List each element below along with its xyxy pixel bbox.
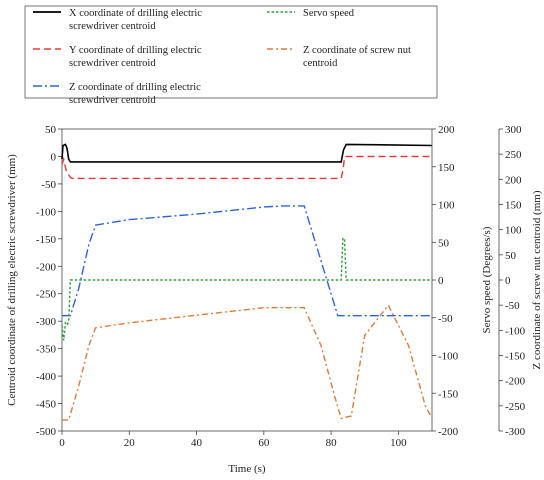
legend-label-2: Y coordinate of drilling electric [69, 45, 202, 56]
axes: 0 20 40 60 80 100 50 0 -50 -100 -150 -200 -250 -300 -3… [36, 124, 526, 449]
x-tick-label: 80 [326, 437, 338, 449]
left-tick-label: -450 [36, 399, 57, 411]
legend-label-4: Servo speed [303, 8, 355, 19]
x-tick-label: 40 [191, 437, 203, 449]
left-tick-label: -350 [36, 344, 57, 356]
nut-tick-label: -300 [505, 426, 526, 438]
nut-tick-label: -100 [505, 325, 526, 337]
nut-tick-label: 300 [505, 124, 522, 136]
servo-tick-label: -100 [438, 351, 459, 363]
nut-tick-label: 250 [505, 149, 522, 161]
left-tick-label: 50 [45, 124, 57, 136]
left-tick-label: -500 [36, 426, 57, 438]
nut-tick-label: -150 [505, 351, 526, 363]
series-line-1 [61, 143, 433, 163]
nut-tick-label: 100 [505, 225, 522, 237]
legend-label-5: Z coordinate of screw nut [303, 45, 411, 56]
legend-label-1: X coordinate of drilling electric [69, 8, 202, 19]
nut-tick-label: 200 [505, 174, 522, 186]
legend-label-2: screwdriver centroid [69, 58, 156, 69]
nut-tick-label: 50 [505, 250, 517, 262]
left-tick-label: -50 [41, 179, 56, 191]
series-line-5 [62, 303, 433, 421]
left-tick-label: -400 [36, 371, 57, 383]
servo-tick-label: 0 [438, 275, 444, 287]
servo-tick-label: 150 [438, 162, 455, 174]
left-axis-label: Centroid coordinate of drilling electric… [6, 154, 18, 406]
legend-label-3: Z coordinate of drilling electric [69, 82, 201, 93]
legend-label-5: centroid [303, 58, 338, 69]
series-line-4 [61, 237, 432, 341]
nut-tick-label: 0 [505, 275, 511, 287]
legend-box [24, 5, 438, 99]
x-tick-label: 20 [124, 437, 136, 449]
left-tick-label: 0 [51, 151, 57, 163]
left-tick-label: -100 [36, 206, 57, 218]
nut-tick-label: 150 [505, 200, 522, 212]
servo-axis-label: Servo speed (Degrees/s) [481, 226, 493, 333]
servo-tick-label: -200 [438, 426, 459, 438]
left-tick-label: -250 [36, 289, 57, 301]
servo-tick-label: 50 [438, 237, 450, 249]
nut-tick-label: -50 [505, 300, 520, 312]
servo-tick-label: 200 [438, 124, 455, 136]
legend: X coordinate of drilling electric screwdr… [33, 8, 411, 106]
series-group [61, 143, 433, 421]
left-tick-label: -200 [36, 261, 57, 273]
servo-tick-label: 100 [438, 200, 455, 212]
nut-tick-label: -250 [505, 401, 526, 413]
x-tick-label: 60 [258, 437, 270, 449]
series-line-3 [62, 205, 432, 317]
series-line-2 [61, 155, 432, 180]
legend-label-3: screwdriver centroid [69, 95, 156, 106]
nut-tick-label: -200 [505, 376, 526, 388]
nut-axis-label: Z coordinate of screw nut centroid (mm) [531, 190, 543, 369]
legend-label-1: screwdriver centroid [69, 21, 156, 32]
x-tick-label: 0 [59, 437, 65, 449]
servo-tick-label: -150 [438, 388, 459, 400]
servo-tick-label: -50 [438, 313, 453, 325]
x-tick-label: 100 [390, 437, 407, 449]
left-tick-label: -150 [36, 234, 57, 246]
x-axis-label: Time (s) [228, 463, 266, 475]
left-tick-label: -300 [36, 316, 57, 328]
